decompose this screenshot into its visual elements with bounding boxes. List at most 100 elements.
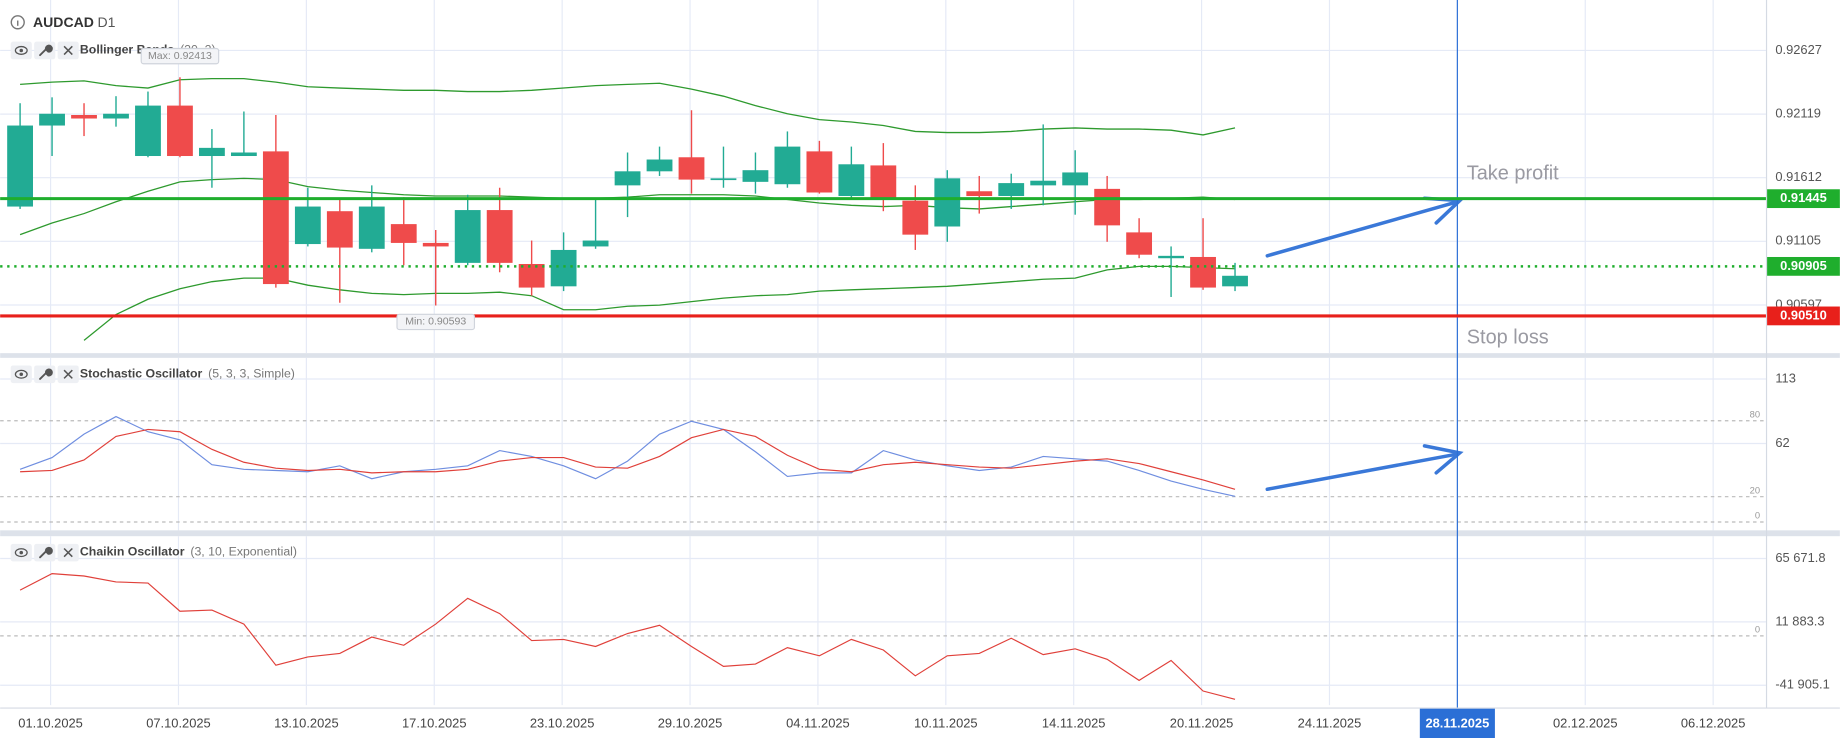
indicator-line: [19, 573, 1236, 700]
eye-icon-shape: [14, 548, 28, 558]
info-icon[interactable]: [10, 15, 25, 30]
y-tick-label: 65 671.8: [1775, 550, 1825, 565]
x-tick-label: 10.11.2025: [914, 715, 978, 730]
candle-body: [710, 178, 737, 181]
candle-body: [934, 178, 961, 227]
crosshair-label: 28.11.2025: [1425, 715, 1489, 730]
candle-body: [390, 224, 417, 243]
candle-body: [326, 211, 353, 248]
candle-body: [1094, 188, 1121, 226]
candle-body: [135, 105, 161, 157]
price-badge: [1767, 256, 1840, 276]
candle-body: [742, 170, 769, 182]
close-icon-shape: [63, 547, 73, 558]
y-tick-label: 11 883.3: [1775, 613, 1824, 628]
level-label: 0: [1755, 511, 1760, 521]
date-axis: [0, 707, 1840, 738]
y-tick-label: 0.91105: [1775, 233, 1821, 248]
wrench-icon-shape: [39, 44, 53, 57]
eye-icon-pupil: [19, 372, 24, 377]
settings-button[interactable]: [34, 365, 56, 384]
x-tick-label: 14.11.2025: [1042, 715, 1106, 730]
level-label: 20: [1750, 485, 1760, 495]
candle-body: [582, 240, 609, 247]
candle-body: [838, 164, 865, 197]
candle-body: [1126, 232, 1153, 255]
symbol-header: AUDCAD D1: [10, 14, 116, 30]
level-label: 80: [1750, 409, 1760, 419]
level-annotation: Take profit: [1467, 162, 1559, 184]
pane-separator: [0, 530, 1840, 537]
candle-body: [774, 146, 801, 185]
x-tick-label: 01.10.2025: [18, 715, 83, 730]
price-badge: [1767, 189, 1840, 209]
indicator-line: [19, 415, 1236, 497]
candle-body: [103, 113, 129, 119]
candle-body: [518, 263, 545, 288]
timeframe: D1: [98, 14, 116, 30]
settings-button[interactable]: [34, 543, 56, 562]
candle-body: [1062, 172, 1089, 186]
candle-body: [358, 206, 385, 249]
visibility-button[interactable]: [10, 41, 32, 60]
candle-body: [870, 165, 897, 200]
x-tick-label: 23.10.2025: [530, 715, 595, 730]
close-icon-shape: [63, 45, 73, 56]
candle-body: [998, 183, 1025, 197]
remove-button[interactable]: [57, 365, 79, 384]
remove-button[interactable]: [57, 41, 79, 60]
indicator-name: Stochastic Oscillator: [80, 367, 203, 381]
price-badge-label: 0.90510: [1780, 307, 1827, 322]
candle-body: [614, 171, 641, 186]
visibility-button[interactable]: [10, 543, 32, 562]
candle-body: [167, 105, 193, 157]
bollinger-upper: [20, 77, 1236, 136]
x-tick-label: 17.10.2025: [402, 715, 467, 730]
x-tick-label: 20.11.2025: [1170, 715, 1234, 730]
y-tick-label: 113: [1775, 370, 1796, 385]
candle-body: [486, 210, 513, 263]
indicator-line: [20, 428, 1236, 490]
eye-icon-pupil: [19, 48, 24, 53]
candle-body: [39, 113, 65, 126]
y-tick-label: 62: [1775, 435, 1789, 450]
candle-body: [550, 249, 577, 287]
candle-body: [902, 200, 929, 235]
visibility-button[interactable]: [10, 365, 32, 384]
wrench-icon-shape: [39, 546, 53, 559]
indicator-title: Chaikin Oscillator (3, 10, Exponential): [80, 545, 297, 559]
candle-body: [806, 151, 833, 193]
indicator-title: Stochastic Oscillator (5, 3, 3, Simple): [80, 367, 295, 381]
level-label: 0: [1755, 624, 1760, 634]
candle-body: [1190, 256, 1216, 288]
candle-body: [199, 147, 225, 157]
candle-body: [646, 159, 673, 172]
x-tick-label: 13.10.2025: [274, 715, 339, 730]
remove-button[interactable]: [57, 543, 79, 562]
settings-button[interactable]: [34, 41, 56, 60]
indicator-params: (3, 10, Exponential): [190, 545, 297, 559]
arrow: [1265, 444, 1464, 492]
candle-body: [1030, 180, 1057, 186]
min-marker-box: [396, 313, 476, 331]
eye-icon-shape: [14, 45, 28, 55]
candle-body: [7, 125, 33, 207]
candle-body: [71, 115, 97, 119]
candle-body: [262, 151, 289, 285]
x-tick-label: 29.10.2025: [658, 715, 723, 730]
min-marker-label: Min: 0.90593: [405, 316, 466, 328]
price-badge-label: 0.91445: [1780, 190, 1827, 205]
y-tick-label: -41 905.1: [1775, 677, 1829, 692]
close-icon-shape: [63, 369, 73, 379]
indicator-name: Chaikin Oscillator: [80, 545, 185, 559]
price-badge-label: 0.90905: [1780, 258, 1827, 273]
candle-body: [230, 152, 257, 157]
y-tick-label: 0.92119: [1775, 106, 1821, 121]
candle-body: [454, 210, 481, 263]
indicator-params: (5, 3, 3, Simple): [208, 367, 295, 381]
candle-body: [966, 191, 993, 197]
symbol: AUDCAD: [33, 14, 94, 30]
